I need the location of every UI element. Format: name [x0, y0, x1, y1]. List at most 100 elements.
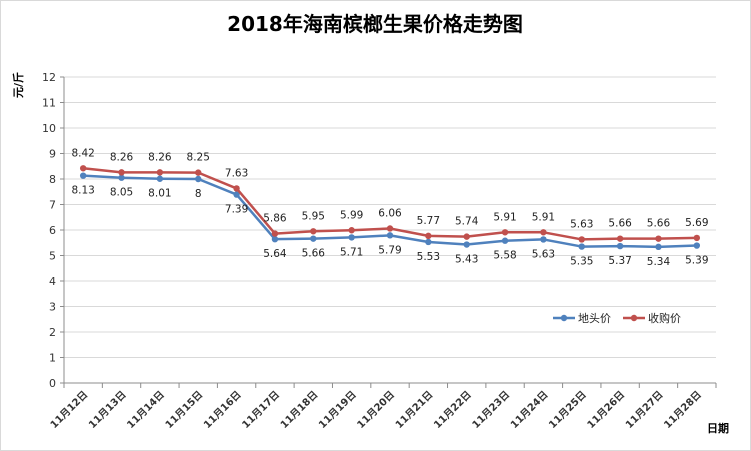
x-tick-label: 11月16日 — [201, 389, 243, 431]
data-label: 5.69 — [685, 217, 708, 229]
data-labels: 8.13 8.05 8.01 8 7.39 5.64 5.66 5.71 5.79 5.53 5.4… — [71, 147, 708, 268]
data-point — [118, 169, 125, 176]
data-point — [195, 169, 202, 176]
data-point — [118, 174, 125, 181]
data-point — [501, 237, 509, 244]
data-point — [195, 175, 202, 183]
data-label: 8 — [195, 188, 202, 200]
data-label: 5.34 — [647, 256, 671, 268]
data-label: 5.63 — [532, 248, 555, 260]
data-label: 5.86 — [263, 213, 287, 225]
data-point — [271, 235, 279, 243]
series-layer — [79, 165, 701, 251]
legend: 地头价 收购价 — [553, 311, 681, 325]
y-tick-label: 2 — [49, 326, 56, 339]
y-tick-label: 12 — [42, 71, 56, 84]
data-point — [386, 232, 394, 239]
data-point — [578, 236, 585, 243]
legend-label: 地头价 — [578, 312, 611, 325]
data-label: 5.35 — [570, 256, 593, 268]
data-point — [386, 225, 394, 232]
x-tick-label: 11月19日 — [316, 389, 358, 431]
x-tick-label: 11月15日 — [163, 389, 205, 431]
x-axis-label: 日期 — [707, 421, 729, 435]
y-tick-label: 8 — [49, 173, 56, 186]
data-point — [310, 235, 317, 242]
x-tick-label: 11月27日 — [623, 389, 665, 431]
data-label: 5.66 — [647, 218, 671, 230]
data-point — [233, 191, 240, 198]
data-label: 7.63 — [225, 167, 248, 179]
x-tick-label: 11月14日 — [125, 389, 167, 431]
data-point — [79, 165, 87, 172]
data-point — [616, 242, 624, 250]
data-point — [655, 243, 662, 251]
data-point — [79, 172, 87, 179]
y-tick-label: 10 — [42, 122, 56, 135]
data-label: 5.71 — [340, 246, 363, 258]
data-point — [233, 185, 240, 192]
legend-swatch-marker — [560, 314, 568, 322]
data-point — [310, 228, 317, 235]
data-point — [425, 238, 432, 246]
data-label: 5.66 — [608, 218, 632, 230]
data-label: 8.13 — [71, 185, 94, 197]
x-tick-label: 11月25日 — [547, 389, 589, 431]
x-tick-label: 11月22日 — [432, 389, 474, 431]
data-point — [463, 233, 470, 240]
data-label: 8.05 — [110, 187, 133, 199]
data-label: 5.63 — [570, 218, 593, 230]
x-tick-label: 11月20日 — [355, 389, 397, 431]
data-label: 5.58 — [493, 250, 516, 262]
data-point — [425, 232, 432, 240]
chart-title: 2018年海南槟榔生果价格走势图 — [227, 12, 523, 36]
x-tick-label: 11月13日 — [86, 389, 128, 431]
x-tick-label: 11月26日 — [585, 389, 627, 431]
data-point — [156, 175, 164, 182]
x-tick-label: 11月24日 — [508, 389, 550, 431]
y-axis-label: 元/斤 — [11, 72, 25, 98]
data-point — [578, 243, 585, 250]
data-label: 8.25 — [187, 152, 210, 164]
data-label: 7.39 — [225, 204, 248, 216]
data-label: 5.79 — [378, 244, 401, 256]
data-label: 5.43 — [455, 254, 478, 266]
x-tick-label: 11月18日 — [278, 389, 320, 431]
y-tick-label: 11 — [42, 97, 56, 110]
y-tick-label: 1 — [49, 352, 56, 365]
data-point — [463, 241, 470, 248]
data-point — [540, 236, 547, 243]
data-label: 5.99 — [340, 209, 363, 221]
data-point — [693, 242, 701, 249]
data-label: 5.53 — [417, 251, 440, 263]
data-label: 8.26 — [148, 151, 172, 163]
x-tick-label: 11月21日 — [393, 389, 435, 431]
x-tick-label: 11月12日 — [48, 389, 90, 431]
data-label: 5.95 — [302, 210, 325, 222]
x-tick-label: 11月17日 — [240, 389, 282, 431]
data-label: 6.06 — [378, 207, 402, 219]
y-tick-label: 5 — [49, 250, 56, 263]
y-tick-label: 9 — [49, 148, 56, 161]
y-tick-label: 7 — [49, 199, 56, 212]
y-tick-label: 0 — [49, 377, 56, 390]
data-label: 5.91 — [493, 211, 516, 223]
data-label: 5.91 — [532, 211, 555, 223]
data-point — [655, 235, 662, 242]
y-tick-label: 6 — [49, 224, 56, 237]
y-tick-label: 4 — [49, 275, 56, 288]
data-point — [501, 229, 509, 236]
data-point — [616, 235, 624, 242]
data-label: 5.64 — [263, 248, 287, 260]
legend-swatch-marker — [630, 314, 638, 322]
data-point — [348, 227, 355, 234]
legend-label: 收购价 — [648, 311, 681, 325]
data-label: 8.42 — [71, 147, 94, 159]
x-tick-label: 11月23日 — [470, 389, 512, 431]
data-point — [156, 169, 164, 176]
data-label: 5.77 — [417, 215, 440, 227]
data-label: 5.37 — [608, 255, 631, 267]
